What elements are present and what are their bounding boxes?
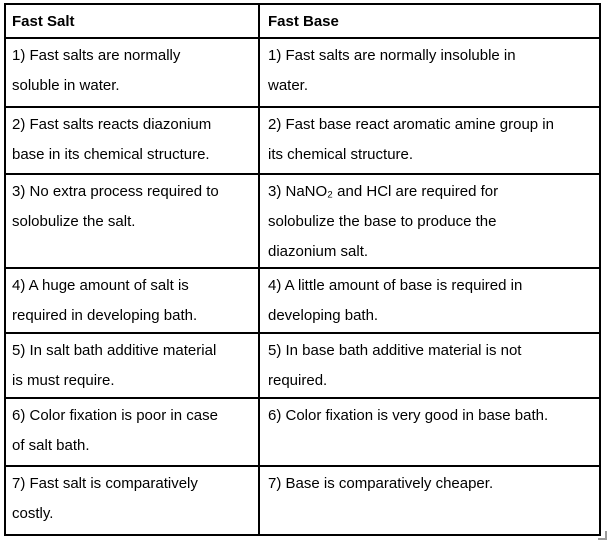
table-row: 5) In salt bath additive material is mus… <box>4 332 601 399</box>
cell-fast-salt-2: 2) Fast salts reacts diazonium base in i… <box>4 106 260 175</box>
table-row: 1) Fast salts are normally soluble in wa… <box>4 37 601 108</box>
table-row: 4) A huge amount of salt is required in … <box>4 267 601 334</box>
fast-salt-vs-fast-base-table: Fast Salt Fast Base 1) Fast salts are no… <box>4 3 601 536</box>
cell-fast-base-6: 6) Color fixation is very good in base b… <box>258 397 601 467</box>
cell-fast-base-3: 3) NaNO₂ and HCl are required for solobu… <box>258 173 601 269</box>
cell-fast-salt-3: 3) No extra process required to solobuli… <box>4 173 260 269</box>
cell-fast-salt-4: 4) A huge amount of salt is required in … <box>4 267 260 334</box>
table-resize-handle-icon[interactable] <box>598 531 607 540</box>
cell-fast-base-5: 5) In base bath additive material is not… <box>258 332 601 399</box>
cell-fast-base-1: 1) Fast salts are normally insoluble in … <box>258 37 601 108</box>
table-row: 3) No extra process required to solobuli… <box>4 173 601 269</box>
cell-fast-salt-7: 7) Fast salt is comparatively costly. <box>4 465 260 536</box>
cell-fast-base-2: 2) Fast base react aromatic amine group … <box>258 106 601 175</box>
table-row: 2) Fast salts reacts diazonium base in i… <box>4 106 601 175</box>
table-header-row: Fast Salt Fast Base <box>4 3 601 39</box>
cell-fast-salt-6: 6) Color fixation is poor in case of sal… <box>4 397 260 467</box>
column-header-fast-salt: Fast Salt <box>4 3 260 39</box>
cell-fast-salt-5: 5) In salt bath additive material is mus… <box>4 332 260 399</box>
cell-fast-base-4: 4) A little amount of base is required i… <box>258 267 601 334</box>
cell-fast-salt-1: 1) Fast salts are normally soluble in wa… <box>4 37 260 108</box>
table-row: 7) Fast salt is comparatively costly. 7)… <box>4 465 601 536</box>
table-row: 6) Color fixation is poor in case of sal… <box>4 397 601 467</box>
column-header-fast-base: Fast Base <box>258 3 601 39</box>
cell-fast-base-7: 7) Base is comparatively cheaper. <box>258 465 601 536</box>
